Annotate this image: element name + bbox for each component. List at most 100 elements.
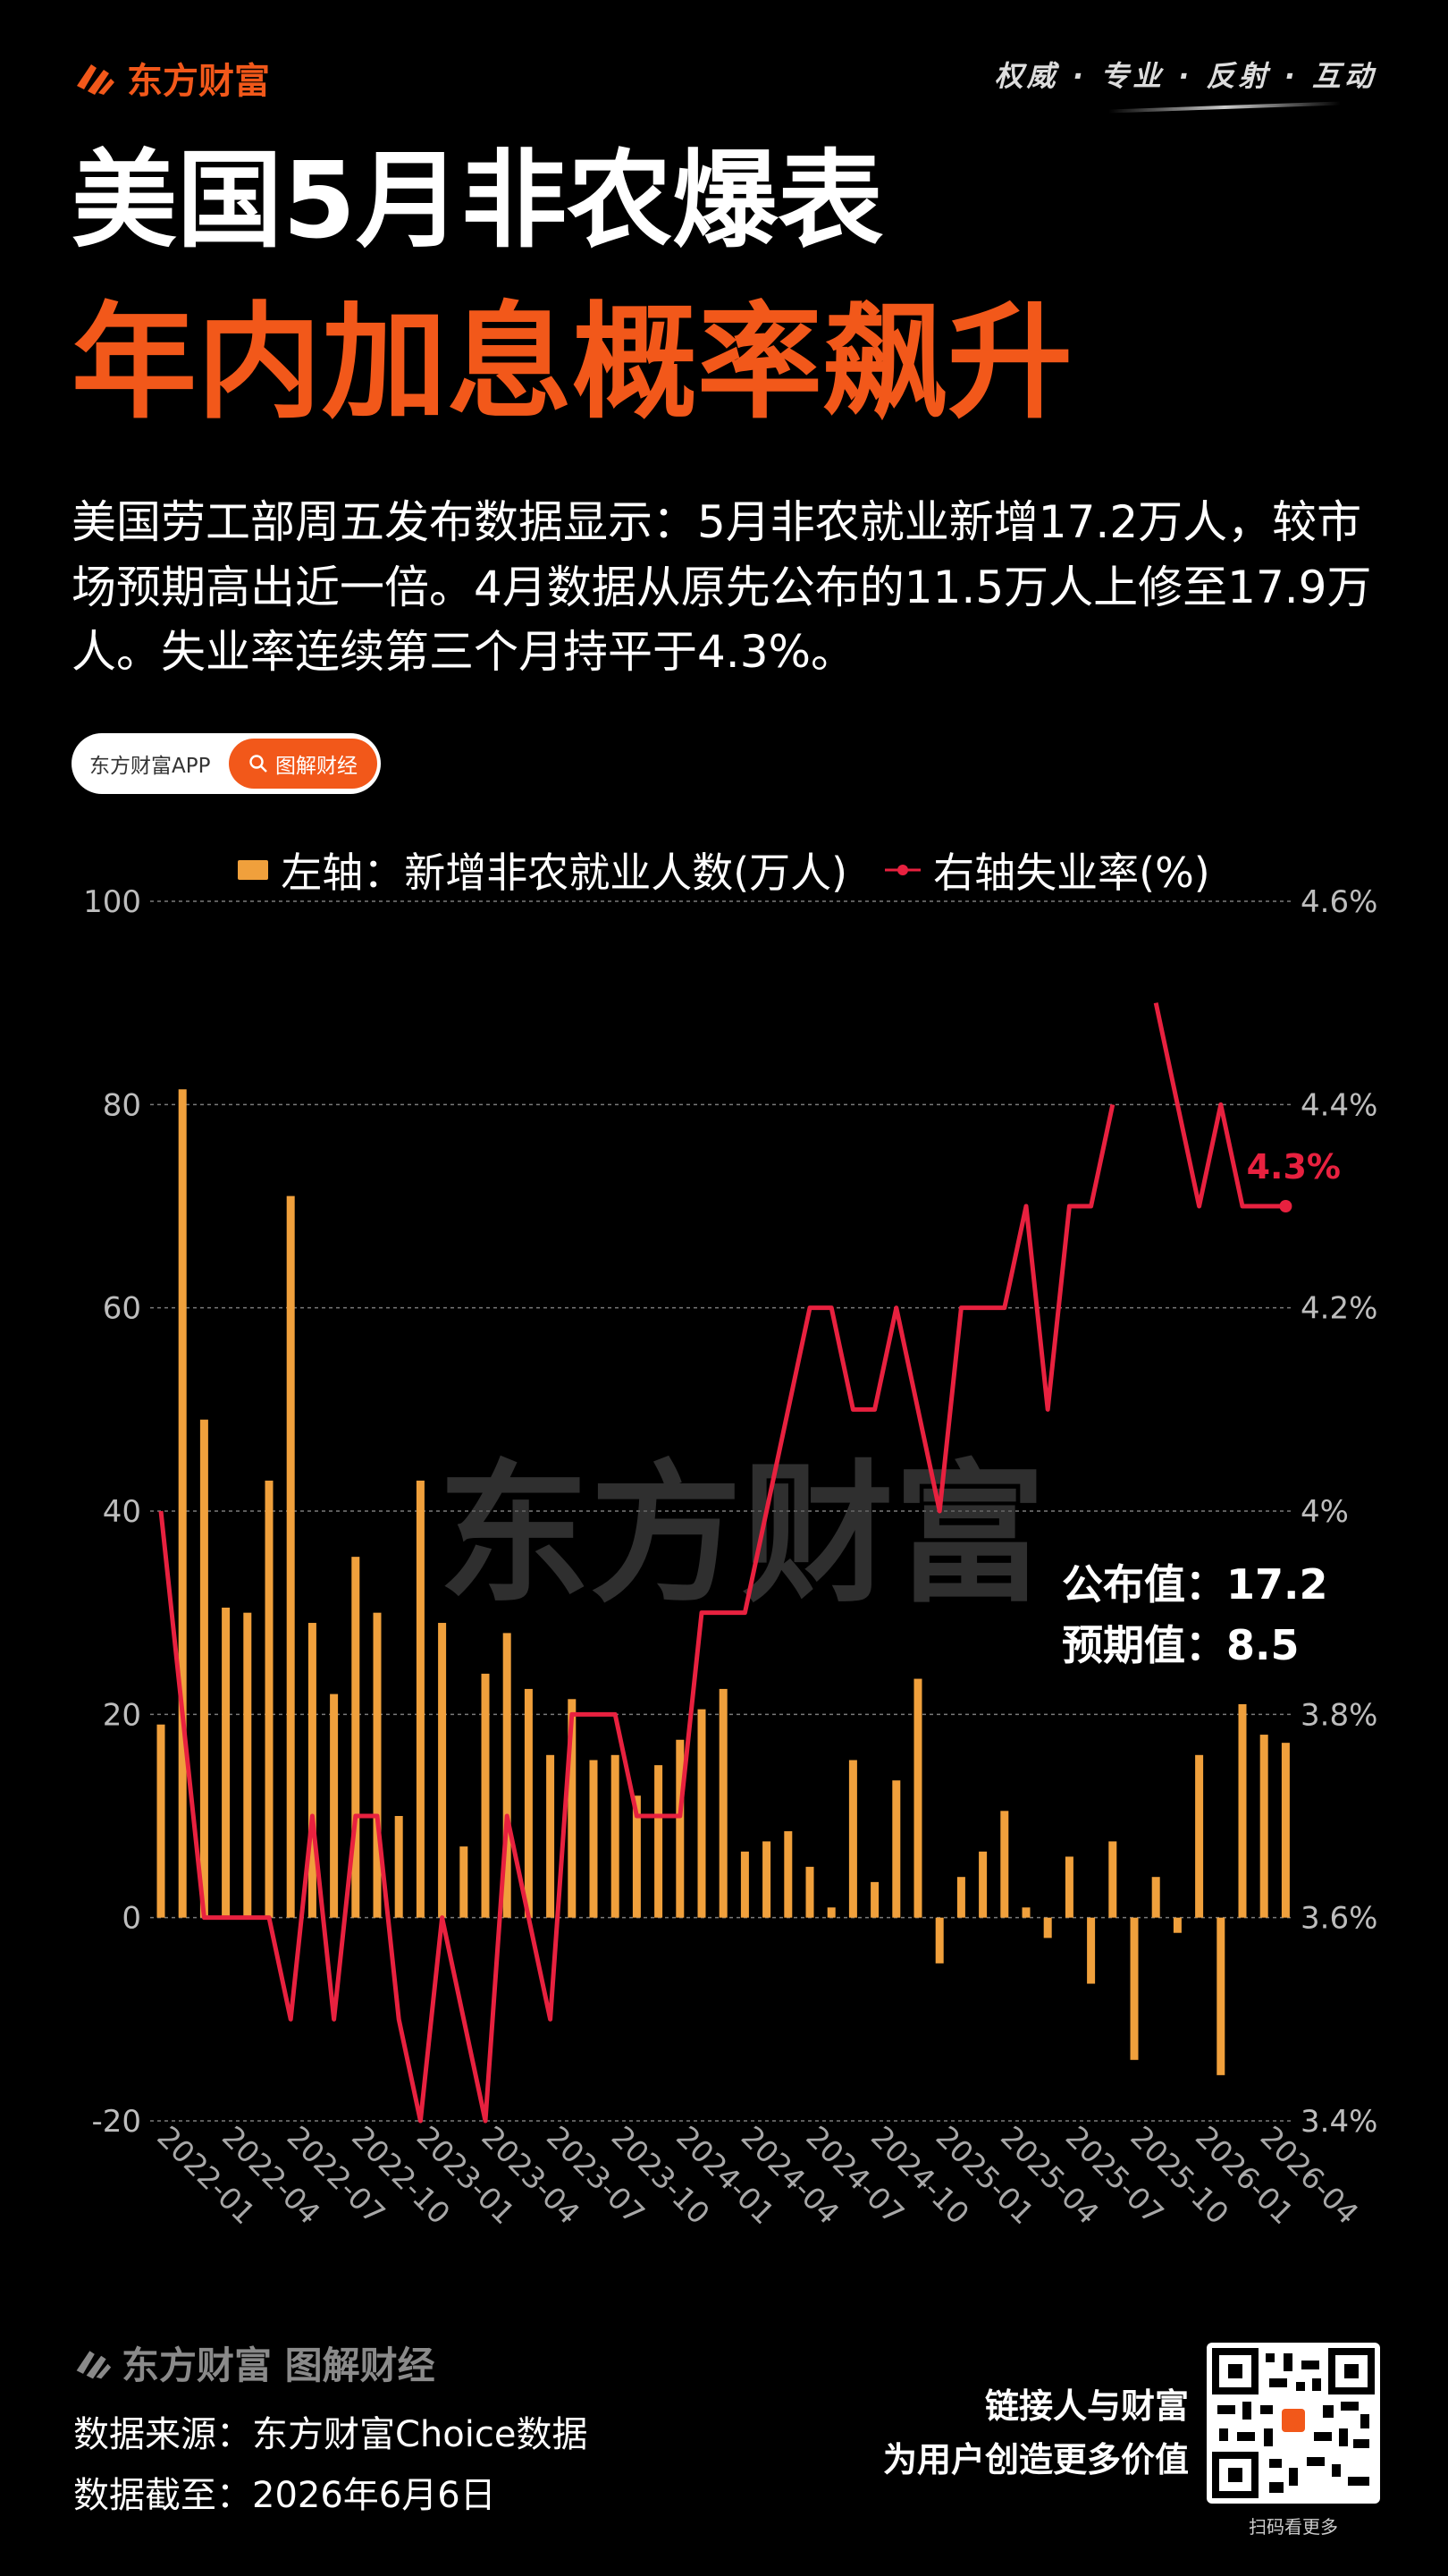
headline-line2: 年内加息概率飙升 (72, 291, 1073, 436)
bar (1259, 1735, 1268, 1918)
headline-line1: 美国5月非农爆表 (72, 139, 884, 262)
y-right-tick-label: 4.6% (1301, 884, 1377, 920)
y-left-tick-label: 80 (103, 1087, 141, 1123)
y-right-tick-label: 4% (1301, 1494, 1349, 1530)
bar (438, 1623, 447, 1918)
app-pill-button-label: 图解财经 (275, 755, 358, 778)
bar (740, 1851, 749, 1918)
footer-brand: 东方财富 图解财经 (73, 2335, 435, 2390)
bar (1000, 1811, 1009, 1918)
bar (956, 1877, 965, 1918)
legend-bar-label: 左轴：新增非农就业人数(万人) (281, 849, 848, 897)
bar (1108, 1841, 1117, 1918)
bar (827, 1907, 836, 1918)
bar (871, 1881, 880, 1918)
data-cutoff: 数据截至：2026年6月6日 (73, 2475, 496, 2516)
data-source: 数据来源：东方财富Choice数据 (73, 2414, 588, 2455)
intro-paragraph: 美国劳工部周五发布数据显示：5月非农就业新增17.2万人，较市场预期高出近一倍。… (72, 496, 1372, 678)
bar (1043, 1917, 1052, 1938)
bar (1065, 1856, 1073, 1918)
line-end-label: 4.3% (1247, 1147, 1341, 1187)
bar (351, 1557, 360, 1918)
bar (676, 1739, 685, 1918)
chart-legend: 左轴：新增非农就业人数(万人) 右轴失业率(%) (0, 840, 1448, 899)
bar (697, 1709, 706, 1918)
bar (394, 1816, 403, 1918)
bar (502, 1633, 511, 1918)
bar (913, 1678, 922, 1918)
y-left-tick-label: 40 (103, 1494, 141, 1530)
annotation-published: 公布值：17.2 (1062, 1560, 1328, 1609)
bar (222, 1607, 231, 1918)
legend-line-label: 右轴失业率(%) (933, 849, 1210, 897)
y-right-tick-label: 4.2% (1301, 1291, 1377, 1327)
bar (1022, 1907, 1031, 1918)
y-left-tick-label: 100 (83, 884, 141, 920)
footer-slogan-line1: 链接人与财富 (984, 2386, 1189, 2426)
bar (199, 1419, 208, 1918)
bar (546, 1754, 555, 1918)
bar (178, 1089, 187, 1918)
bar (481, 1673, 490, 1918)
bar (654, 1765, 663, 1918)
bar (330, 1693, 339, 1918)
brand-name: 东方财富 (127, 61, 270, 102)
search-icon (249, 755, 267, 773)
bar (524, 1688, 533, 1918)
bar (848, 1760, 857, 1918)
unemployment-line (1153, 1002, 1286, 1209)
bar (805, 1866, 814, 1918)
bar (892, 1780, 901, 1918)
bar (307, 1623, 316, 1918)
bar (459, 1846, 468, 1918)
footer-brand-label: 东方财富 图解财经 (122, 2344, 435, 2387)
y-left-tick-label: -20 (91, 2104, 141, 2140)
bar (286, 1195, 295, 1918)
bar (416, 1480, 425, 1918)
header-slogan: 权威 · 专业 · 反射 · 互动 (994, 59, 1376, 93)
bar (1173, 1917, 1182, 1933)
footer-brand-mark-icon (76, 2350, 112, 2378)
y-right-tick-label: 3.8% (1301, 1697, 1377, 1733)
y-right-tick-label: 3.6% (1301, 1901, 1377, 1937)
bar (762, 1841, 771, 1918)
y-left-tick-label: 0 (122, 1901, 141, 1937)
bar (1281, 1743, 1290, 1918)
annotation-expected: 预期值：8.5 (1062, 1621, 1300, 1669)
qr-code-icon (1212, 2348, 1375, 2498)
y-left-tick-label: 20 (103, 1697, 141, 1733)
y-right-tick-label: 4.4% (1301, 1087, 1377, 1123)
bar (935, 1917, 944, 1964)
bar (243, 1612, 252, 1918)
qr-code[interactable] (1207, 2343, 1380, 2504)
bar (719, 1688, 728, 1918)
bar (373, 1612, 382, 1918)
brand-mark-icon (77, 64, 114, 95)
bar (1130, 1917, 1139, 2060)
bar (784, 1831, 793, 1918)
chart: 东方财富 100 80 60 40 20 0 -20 4.6% 4.4% 4.2% 4% 3.8% 3… (83, 884, 1377, 2231)
legend-line-swatch (885, 865, 922, 875)
bar (610, 1754, 619, 1918)
unemployment-end-point (1279, 1200, 1292, 1212)
bar (156, 1724, 165, 1918)
y-right-tick-label: 3.4% (1301, 2104, 1377, 2140)
bar (589, 1760, 598, 1918)
app-pill[interactable]: 东方财富APP 图解财经 (72, 733, 381, 794)
bar (632, 1795, 641, 1918)
bar (1238, 1703, 1247, 1918)
bar (1195, 1754, 1204, 1918)
bar (979, 1851, 988, 1918)
legend-bar-swatch (238, 860, 269, 880)
app-pill-button[interactable]: 图解财经 (229, 739, 377, 789)
brand-logo: 东方财富 (73, 52, 270, 104)
y-left-tick-label: 60 (103, 1291, 141, 1327)
bar (1087, 1917, 1096, 1984)
qr-caption: 扫码看更多 (1249, 2516, 1338, 2538)
bar (1151, 1877, 1160, 1918)
unemployment-line (158, 1103, 1115, 2124)
app-pill-label: 东方财富APP (89, 755, 211, 778)
bar (265, 1480, 274, 1918)
watermark: 东方财富 (438, 1447, 1046, 1624)
footer-slogan-line2: 为用户创造更多价值 (882, 2440, 1189, 2479)
